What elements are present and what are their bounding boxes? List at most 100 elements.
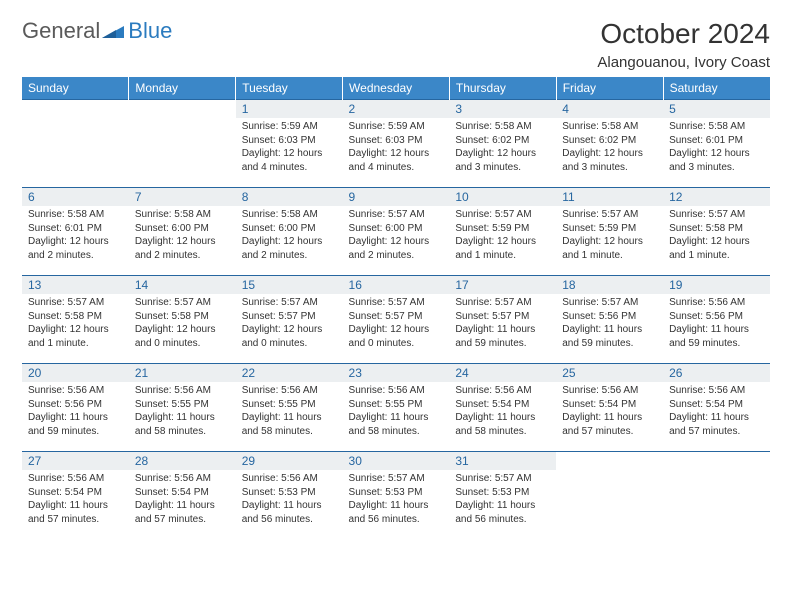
calendar-day-cell: 16Sunrise: 5:57 AMSunset: 5:57 PMDayligh… [343,276,450,364]
day-number: 8 [236,188,343,206]
day-number: 19 [663,276,770,294]
day-body: Sunrise: 5:58 AMSunset: 6:02 PMDaylight:… [556,118,663,176]
day-body: Sunrise: 5:57 AMSunset: 5:58 PMDaylight:… [663,206,770,264]
day-body: Sunrise: 5:58 AMSunset: 6:02 PMDaylight:… [449,118,556,176]
day-number: 7 [129,188,236,206]
calendar-day-cell [22,100,129,188]
day-body: Sunrise: 5:58 AMSunset: 6:01 PMDaylight:… [22,206,129,264]
day-number: 6 [22,188,129,206]
title-block: October 2024 Alangouanou, Ivory Coast [597,18,770,71]
day-number: 5 [663,100,770,118]
calendar-week-row: 13Sunrise: 5:57 AMSunset: 5:58 PMDayligh… [22,276,770,364]
calendar-day-cell: 6Sunrise: 5:58 AMSunset: 6:01 PMDaylight… [22,188,129,276]
logo-text-general: General [22,18,100,44]
day-number: 20 [22,364,129,382]
day-number: 16 [343,276,450,294]
day-body: Sunrise: 5:57 AMSunset: 5:59 PMDaylight:… [556,206,663,264]
calendar-body: 1Sunrise: 5:59 AMSunset: 6:03 PMDaylight… [22,100,770,540]
day-number: 10 [449,188,556,206]
day-number: 27 [22,452,129,470]
day-body: Sunrise: 5:57 AMSunset: 5:59 PMDaylight:… [449,206,556,264]
day-number: 12 [663,188,770,206]
weekday-header: Friday [556,77,663,100]
day-number: 11 [556,188,663,206]
day-number: 9 [343,188,450,206]
page-title: October 2024 [597,18,770,50]
calendar-day-cell: 23Sunrise: 5:56 AMSunset: 5:55 PMDayligh… [343,364,450,452]
calendar-day-cell: 24Sunrise: 5:56 AMSunset: 5:54 PMDayligh… [449,364,556,452]
day-body: Sunrise: 5:56 AMSunset: 5:54 PMDaylight:… [22,470,129,528]
weekday-header: Tuesday [236,77,343,100]
day-number: 4 [556,100,663,118]
calendar-day-cell: 15Sunrise: 5:57 AMSunset: 5:57 PMDayligh… [236,276,343,364]
day-body: Sunrise: 5:57 AMSunset: 5:56 PMDaylight:… [556,294,663,352]
day-body: Sunrise: 5:56 AMSunset: 5:55 PMDaylight:… [343,382,450,440]
calendar-week-row: 6Sunrise: 5:58 AMSunset: 6:01 PMDaylight… [22,188,770,276]
day-number: 14 [129,276,236,294]
weekday-header: Saturday [663,77,770,100]
day-body: Sunrise: 5:56 AMSunset: 5:56 PMDaylight:… [22,382,129,440]
day-body: Sunrise: 5:59 AMSunset: 6:03 PMDaylight:… [236,118,343,176]
calendar-day-cell: 18Sunrise: 5:57 AMSunset: 5:56 PMDayligh… [556,276,663,364]
calendar-day-cell: 9Sunrise: 5:57 AMSunset: 6:00 PMDaylight… [343,188,450,276]
calendar-day-cell: 13Sunrise: 5:57 AMSunset: 5:58 PMDayligh… [22,276,129,364]
day-body: Sunrise: 5:56 AMSunset: 5:55 PMDaylight:… [129,382,236,440]
calendar-day-cell: 25Sunrise: 5:56 AMSunset: 5:54 PMDayligh… [556,364,663,452]
calendar-day-cell: 3Sunrise: 5:58 AMSunset: 6:02 PMDaylight… [449,100,556,188]
day-number: 25 [556,364,663,382]
weekday-header: Thursday [449,77,556,100]
calendar-day-cell: 14Sunrise: 5:57 AMSunset: 5:58 PMDayligh… [129,276,236,364]
logo-mark-icon [102,20,124,43]
calendar-day-cell [556,452,663,540]
logo: General Blue [22,18,172,44]
day-body: Sunrise: 5:57 AMSunset: 5:57 PMDaylight:… [236,294,343,352]
day-body: Sunrise: 5:56 AMSunset: 5:55 PMDaylight:… [236,382,343,440]
calendar-day-cell: 26Sunrise: 5:56 AMSunset: 5:54 PMDayligh… [663,364,770,452]
day-body: Sunrise: 5:56 AMSunset: 5:53 PMDaylight:… [236,470,343,528]
day-number: 17 [449,276,556,294]
day-number: 21 [129,364,236,382]
calendar-day-cell: 8Sunrise: 5:58 AMSunset: 6:00 PMDaylight… [236,188,343,276]
calendar-day-cell: 5Sunrise: 5:58 AMSunset: 6:01 PMDaylight… [663,100,770,188]
day-body: Sunrise: 5:56 AMSunset: 5:54 PMDaylight:… [449,382,556,440]
header: General Blue October 2024 Alangouanou, I… [22,18,770,71]
calendar-day-cell: 7Sunrise: 5:58 AMSunset: 6:00 PMDaylight… [129,188,236,276]
day-body: Sunrise: 5:58 AMSunset: 6:00 PMDaylight:… [129,206,236,264]
calendar-day-cell: 12Sunrise: 5:57 AMSunset: 5:58 PMDayligh… [663,188,770,276]
calendar-day-cell: 22Sunrise: 5:56 AMSunset: 5:55 PMDayligh… [236,364,343,452]
day-body: Sunrise: 5:56 AMSunset: 5:56 PMDaylight:… [663,294,770,352]
day-number: 30 [343,452,450,470]
day-body: Sunrise: 5:57 AMSunset: 5:53 PMDaylight:… [343,470,450,528]
day-number: 2 [343,100,450,118]
day-body: Sunrise: 5:56 AMSunset: 5:54 PMDaylight:… [129,470,236,528]
calendar-day-cell: 29Sunrise: 5:56 AMSunset: 5:53 PMDayligh… [236,452,343,540]
calendar-day-cell: 31Sunrise: 5:57 AMSunset: 5:53 PMDayligh… [449,452,556,540]
day-number: 24 [449,364,556,382]
location-text: Alangouanou, Ivory Coast [597,54,770,71]
day-number: 15 [236,276,343,294]
day-number: 23 [343,364,450,382]
calendar-day-cell: 11Sunrise: 5:57 AMSunset: 5:59 PMDayligh… [556,188,663,276]
day-body: Sunrise: 5:57 AMSunset: 6:00 PMDaylight:… [343,206,450,264]
calendar-day-cell: 10Sunrise: 5:57 AMSunset: 5:59 PMDayligh… [449,188,556,276]
day-number: 13 [22,276,129,294]
day-body: Sunrise: 5:57 AMSunset: 5:58 PMDaylight:… [129,294,236,352]
calendar-week-row: 27Sunrise: 5:56 AMSunset: 5:54 PMDayligh… [22,452,770,540]
calendar-day-cell: 4Sunrise: 5:58 AMSunset: 6:02 PMDaylight… [556,100,663,188]
day-number: 22 [236,364,343,382]
day-body: Sunrise: 5:57 AMSunset: 5:58 PMDaylight:… [22,294,129,352]
calendar-day-cell: 1Sunrise: 5:59 AMSunset: 6:03 PMDaylight… [236,100,343,188]
logo-text-blue: Blue [128,18,172,44]
calendar-table: SundayMondayTuesdayWednesdayThursdayFrid… [22,77,770,540]
calendar-day-cell: 30Sunrise: 5:57 AMSunset: 5:53 PMDayligh… [343,452,450,540]
day-body: Sunrise: 5:57 AMSunset: 5:57 PMDaylight:… [343,294,450,352]
calendar-day-cell: 2Sunrise: 5:59 AMSunset: 6:03 PMDaylight… [343,100,450,188]
day-body: Sunrise: 5:59 AMSunset: 6:03 PMDaylight:… [343,118,450,176]
day-number: 26 [663,364,770,382]
day-body: Sunrise: 5:58 AMSunset: 6:01 PMDaylight:… [663,118,770,176]
day-body: Sunrise: 5:56 AMSunset: 5:54 PMDaylight:… [663,382,770,440]
weekday-header-row: SundayMondayTuesdayWednesdayThursdayFrid… [22,77,770,100]
calendar-day-cell [663,452,770,540]
calendar-day-cell: 21Sunrise: 5:56 AMSunset: 5:55 PMDayligh… [129,364,236,452]
calendar-day-cell: 27Sunrise: 5:56 AMSunset: 5:54 PMDayligh… [22,452,129,540]
